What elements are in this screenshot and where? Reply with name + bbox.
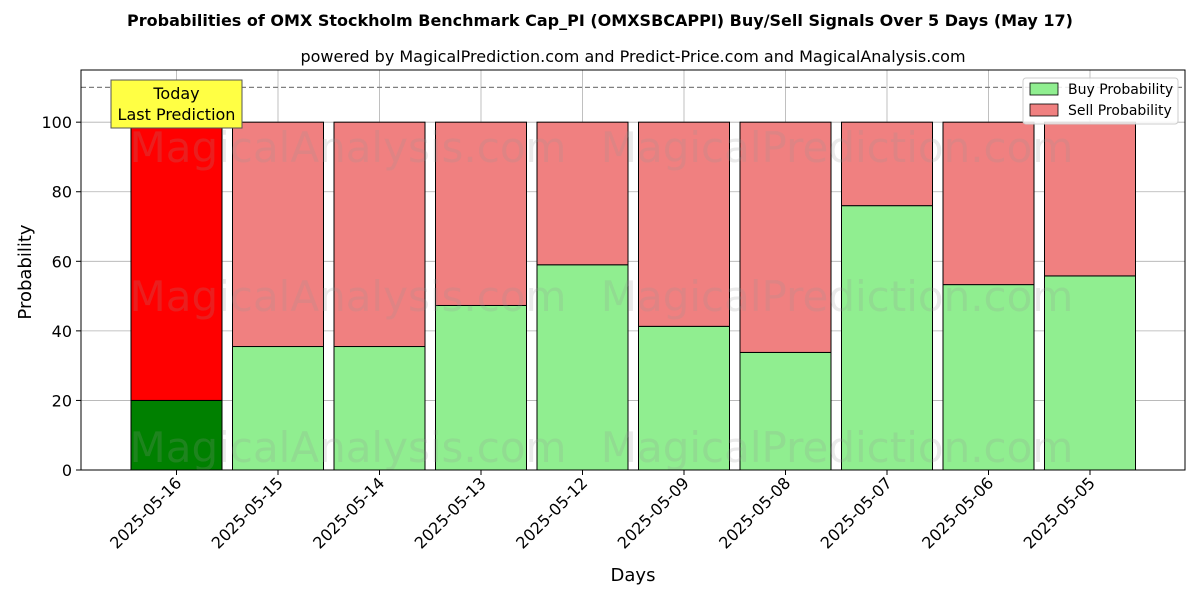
y-tick-label: 40 [52,322,72,341]
x-tick-label: 2025-05-08 [715,473,794,552]
buy-bar [841,205,933,471]
chart-subtitle: powered by MagicalPrediction.com and Pre… [300,47,965,66]
today-annotation-line1: Today [152,84,199,103]
x-axis-label: Days [611,565,656,586]
sell-bar [841,121,933,207]
watermark-text: MagicalPrediction.com [601,272,1074,321]
y-tick-label: 80 [52,183,72,202]
buy-bar [536,264,629,471]
x-tick-label: 2025-05-06 [918,473,997,552]
sell-bar [435,121,527,306]
watermark-text: MagicalAnalysis.com [130,123,567,172]
watermark-text: MagicalAnalysis.com [130,272,567,321]
y-tick-label: 20 [52,391,72,410]
chart-title: Probabilities of OMX Stockholm Benchmark… [127,11,1073,30]
sell-bar [739,121,832,353]
watermark-text: MagicalPrediction.com [601,123,1074,172]
x-tick-label: 2025-05-14 [309,473,388,552]
watermarks: MagicalAnalysis.com MagicalPrediction.com… [130,123,1074,472]
x-tick-label: 2025-05-07 [817,473,896,552]
y-tick-label: 0 [62,461,72,480]
x-tick-label: 2025-05-12 [512,473,591,552]
y-axis-label: Probability [15,224,36,319]
watermark-text: MagicalPrediction.com [601,423,1074,472]
x-tick-label: 2025-05-05 [1020,473,1099,552]
x-tick-label: 2025-05-09 [614,473,693,552]
legend-label-sell: Sell Probability [1068,103,1172,119]
legend-box [1022,77,1179,125]
y-tick-label: 100 [41,113,72,132]
sell-bar [232,121,324,348]
sell-bar [942,121,1035,286]
watermark-text: MagicalAnalysis.com [130,423,567,472]
buy-bar [638,325,730,471]
x-tick-label: 2025-05-16 [106,473,185,552]
plot-frame [80,69,1186,471]
legend-label-buy: Buy Probability [1068,82,1173,98]
buy-bar [942,284,1035,471]
sell-bar [536,121,629,266]
legend: Buy Probability Sell Probability [1022,77,1179,125]
today-annotation-box [110,79,243,129]
buy-bar [739,351,832,471]
today-annotation-line2: Last Prediction [118,105,236,124]
x-tick-label: 2025-05-13 [411,473,490,552]
legend-swatch-sell [1029,103,1059,117]
buy-bar [1044,275,1136,471]
buy-bar [435,304,527,471]
sell-bar [130,121,223,401]
y-tick-label: 60 [52,252,72,271]
x-tick-label: 2025-05-15 [208,473,287,552]
sell-bar [638,121,730,327]
legend-swatch-buy [1029,82,1059,96]
sell-bar [1044,121,1136,277]
buy-bar [333,346,426,471]
sell-bar [333,121,426,348]
annotation: Today Last Prediction [110,79,243,129]
bars [130,121,1136,471]
